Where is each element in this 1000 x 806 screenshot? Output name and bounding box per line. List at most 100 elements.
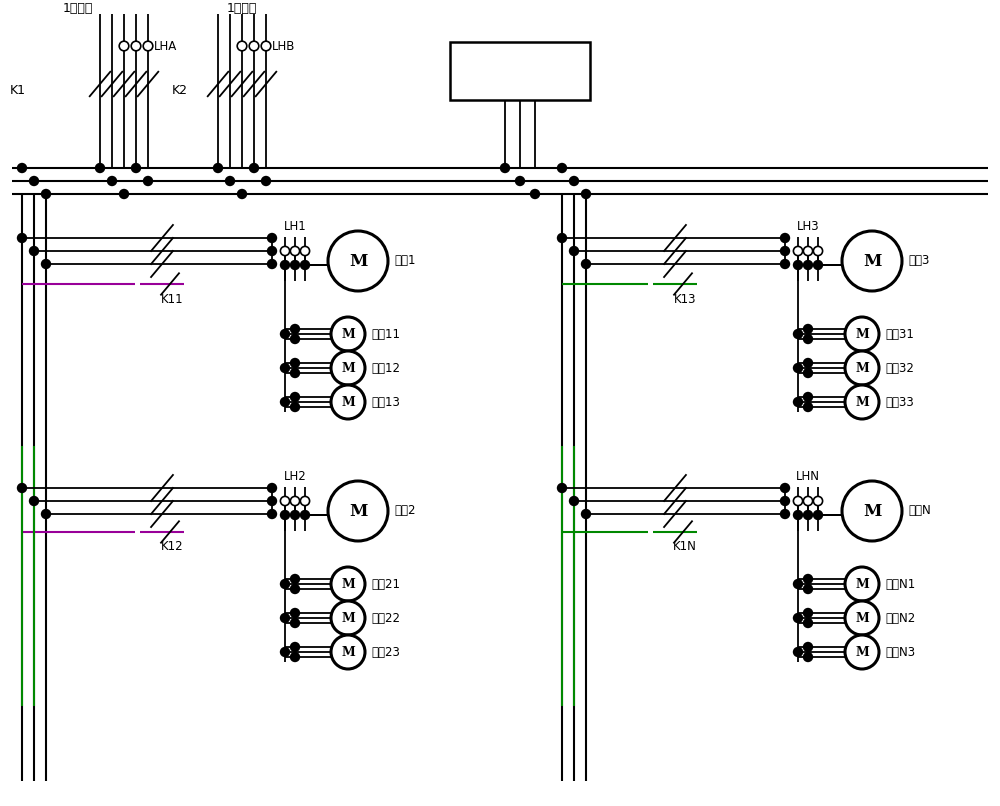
- Circle shape: [290, 608, 300, 618]
- Circle shape: [803, 652, 813, 663]
- Circle shape: [331, 351, 365, 385]
- Text: K1N: K1N: [673, 541, 697, 554]
- Circle shape: [237, 41, 247, 51]
- Text: M: M: [349, 502, 367, 520]
- Circle shape: [237, 189, 247, 199]
- Circle shape: [500, 163, 510, 173]
- Circle shape: [803, 496, 813, 505]
- Circle shape: [29, 496, 39, 506]
- Text: 风机31: 风机31: [885, 327, 914, 340]
- Circle shape: [267, 509, 277, 519]
- Text: M: M: [855, 327, 869, 340]
- Circle shape: [780, 509, 790, 519]
- Circle shape: [290, 324, 300, 334]
- Circle shape: [331, 567, 365, 601]
- Text: M: M: [341, 362, 355, 375]
- Circle shape: [290, 358, 300, 368]
- Circle shape: [280, 329, 290, 339]
- Circle shape: [290, 510, 300, 520]
- Text: M: M: [341, 612, 355, 625]
- Circle shape: [261, 41, 271, 51]
- Circle shape: [803, 247, 813, 256]
- Circle shape: [331, 601, 365, 635]
- Circle shape: [300, 247, 310, 256]
- Text: M: M: [855, 362, 869, 375]
- Circle shape: [793, 363, 803, 373]
- Circle shape: [845, 385, 879, 419]
- Text: LH3: LH3: [797, 219, 819, 232]
- Circle shape: [780, 259, 790, 269]
- Circle shape: [813, 496, 823, 505]
- Text: 油泵2: 油泵2: [394, 505, 416, 517]
- Circle shape: [581, 189, 591, 199]
- Text: LHB: LHB: [272, 39, 295, 52]
- Circle shape: [331, 317, 365, 351]
- Circle shape: [793, 397, 803, 407]
- Circle shape: [280, 613, 290, 623]
- Text: M: M: [341, 578, 355, 591]
- Circle shape: [267, 259, 277, 269]
- Text: 风机32: 风机32: [885, 362, 914, 375]
- Circle shape: [213, 163, 223, 173]
- Circle shape: [803, 358, 813, 368]
- Circle shape: [280, 496, 290, 505]
- Circle shape: [793, 613, 803, 623]
- Circle shape: [845, 601, 879, 635]
- Circle shape: [143, 41, 153, 51]
- Circle shape: [842, 481, 902, 541]
- Text: 1路电源: 1路电源: [227, 2, 257, 15]
- Circle shape: [290, 260, 300, 270]
- Circle shape: [280, 247, 290, 256]
- Circle shape: [29, 176, 39, 186]
- Text: 风机N1: 风机N1: [885, 578, 915, 591]
- Circle shape: [845, 635, 879, 669]
- Circle shape: [290, 402, 300, 412]
- Circle shape: [267, 496, 277, 506]
- Text: 风机21: 风机21: [371, 578, 400, 591]
- Circle shape: [119, 189, 129, 199]
- Text: 风机13: 风机13: [371, 396, 400, 409]
- Circle shape: [290, 368, 300, 378]
- FancyBboxPatch shape: [450, 42, 590, 100]
- Circle shape: [780, 246, 790, 256]
- Circle shape: [29, 246, 39, 256]
- Circle shape: [300, 260, 310, 270]
- Circle shape: [803, 510, 813, 520]
- Text: LHA: LHA: [154, 39, 177, 52]
- Text: M: M: [349, 252, 367, 269]
- Text: 风机N3: 风机N3: [885, 646, 915, 659]
- Circle shape: [41, 509, 51, 519]
- Circle shape: [267, 233, 277, 243]
- Circle shape: [793, 579, 803, 589]
- Circle shape: [813, 260, 823, 270]
- Text: K12: K12: [161, 541, 183, 554]
- Circle shape: [261, 176, 271, 186]
- Circle shape: [300, 496, 310, 505]
- Circle shape: [845, 317, 879, 351]
- Circle shape: [290, 247, 300, 256]
- Text: M: M: [855, 396, 869, 409]
- Circle shape: [803, 324, 813, 334]
- Text: 电压采集器: 电压采集器: [501, 64, 539, 77]
- Circle shape: [569, 246, 579, 256]
- Text: 风机N2: 风机N2: [885, 612, 915, 625]
- Text: K1: K1: [10, 84, 26, 97]
- Text: 风机23: 风机23: [371, 646, 400, 659]
- Circle shape: [569, 496, 579, 506]
- Circle shape: [290, 584, 300, 594]
- Circle shape: [267, 483, 277, 493]
- Circle shape: [290, 574, 300, 584]
- Circle shape: [249, 41, 259, 51]
- Circle shape: [780, 233, 790, 243]
- Text: M: M: [341, 396, 355, 409]
- Text: M: M: [855, 612, 869, 625]
- Text: M: M: [341, 327, 355, 340]
- Circle shape: [225, 176, 235, 186]
- Circle shape: [793, 247, 803, 256]
- Circle shape: [328, 481, 388, 541]
- Circle shape: [803, 392, 813, 402]
- Circle shape: [131, 163, 141, 173]
- Circle shape: [290, 652, 300, 663]
- Text: 风机33: 风机33: [885, 396, 914, 409]
- Text: LHN: LHN: [796, 470, 820, 483]
